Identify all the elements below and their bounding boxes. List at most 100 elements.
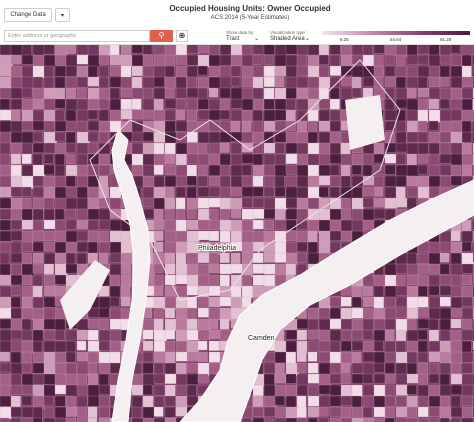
tract (439, 417, 450, 422)
tract (43, 318, 56, 330)
tract (406, 351, 418, 365)
tract (329, 87, 340, 101)
tract (461, 230, 473, 243)
tract (384, 197, 398, 209)
tract (296, 65, 310, 77)
search-input[interactable]: Enter address or geography (4, 30, 150, 42)
tract (164, 76, 178, 88)
tract (318, 120, 332, 132)
tract (0, 395, 12, 407)
tract (0, 318, 13, 329)
tract (230, 263, 243, 274)
tract (120, 252, 134, 265)
tract (362, 296, 376, 307)
tract (417, 351, 429, 363)
tract (329, 175, 342, 187)
tract (439, 43, 452, 56)
tract (208, 252, 219, 266)
tract (384, 164, 396, 175)
tract (32, 340, 43, 353)
tract (153, 208, 164, 222)
tract (208, 65, 220, 78)
tract (384, 318, 396, 330)
tract (87, 208, 100, 221)
tract (142, 351, 154, 363)
tract (395, 274, 406, 287)
tract (175, 241, 189, 254)
tract (461, 142, 472, 155)
tract (450, 43, 461, 54)
tract (153, 186, 167, 199)
tract (175, 142, 189, 156)
tract (153, 87, 166, 101)
tract (65, 87, 76, 100)
tract (439, 65, 450, 78)
city-boundary (89, 59, 401, 301)
tract (351, 373, 364, 384)
tract (417, 362, 428, 375)
tract (417, 87, 430, 98)
locate-button[interactable]: ⊕ (176, 30, 188, 42)
tract (395, 263, 409, 274)
tract (65, 362, 77, 375)
tract (230, 120, 241, 134)
tract (428, 329, 439, 343)
dropdown-button[interactable]: ▾ (55, 8, 70, 22)
tract (98, 76, 109, 89)
show-data-select[interactable]: Tract (226, 36, 240, 42)
tract (109, 76, 123, 88)
tract (21, 65, 34, 78)
tract (186, 76, 198, 89)
tract (384, 340, 396, 354)
tract (0, 164, 13, 177)
tract (318, 384, 332, 395)
change-data-button[interactable]: Change Data (4, 8, 52, 22)
tract (120, 76, 132, 90)
tract (285, 395, 297, 409)
tract (43, 263, 54, 275)
tract (219, 208, 230, 220)
tract (461, 274, 472, 286)
tract (241, 153, 254, 164)
tract (153, 76, 165, 88)
tract (373, 329, 387, 342)
tract (65, 142, 76, 153)
tract (252, 43, 266, 55)
tract (417, 274, 429, 287)
tract (65, 384, 79, 398)
tract (65, 340, 76, 354)
visualization-select[interactable]: Shaded Area (270, 36, 305, 42)
tract (263, 406, 277, 417)
tract (219, 186, 232, 199)
tract (197, 208, 211, 221)
tract (208, 164, 221, 176)
tract (10, 362, 23, 376)
tract (461, 406, 473, 418)
tract (208, 318, 219, 330)
tract (362, 340, 376, 353)
tract (54, 340, 68, 354)
tract (54, 263, 68, 277)
tract (450, 384, 463, 395)
tract (241, 208, 255, 220)
search-button[interactable]: ⚲ (150, 30, 173, 42)
tract (109, 87, 121, 100)
tract (0, 285, 13, 299)
tract (98, 252, 109, 266)
tract (406, 329, 419, 343)
tract (219, 263, 232, 275)
tract (164, 373, 178, 384)
tract (54, 43, 68, 55)
tract (230, 175, 244, 188)
tract (10, 142, 23, 156)
tract (76, 406, 88, 418)
tract (373, 417, 387, 422)
legend-bar (322, 31, 470, 35)
tract (450, 362, 462, 374)
tract (76, 417, 90, 422)
tract (98, 340, 110, 351)
tract (142, 54, 154, 66)
tract (252, 87, 264, 100)
tract (208, 175, 222, 186)
tract (87, 153, 100, 165)
